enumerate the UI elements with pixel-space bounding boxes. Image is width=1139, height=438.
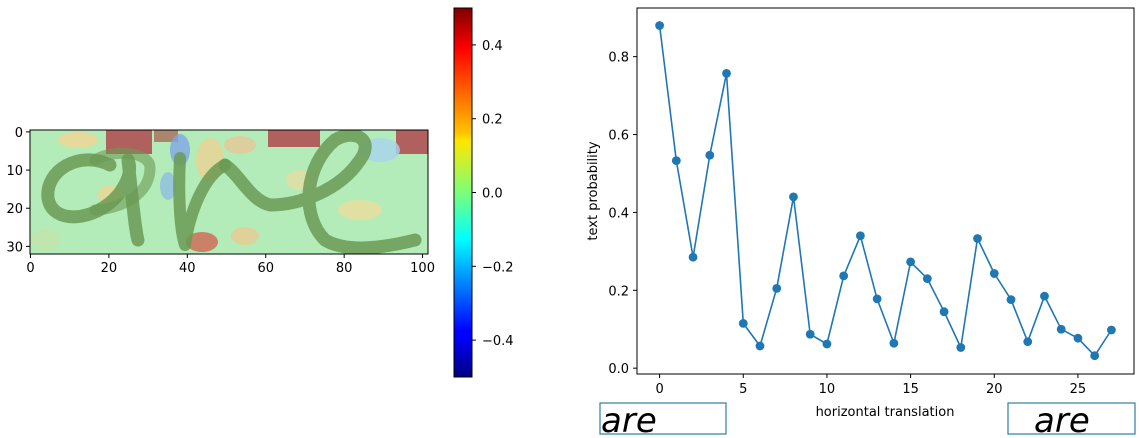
data-point <box>705 150 715 160</box>
line-chart-frame <box>636 7 1135 375</box>
data-point <box>956 343 966 352</box>
heatmap-frame <box>29 129 429 255</box>
data-point <box>1107 325 1116 335</box>
colorbar: 0.4 0.2 0.0 −0.2 −0.4 <box>453 7 514 378</box>
line-chart-x-tick-label: 10 <box>819 382 836 397</box>
colorbar-tick-label: 0.4 <box>482 39 503 54</box>
heatmap-y-tick-label: 30 <box>6 240 23 255</box>
line-chart-y-tick-label: 0.4 <box>608 206 629 221</box>
line-chart-y-tick-label: 0.6 <box>608 129 629 144</box>
line-chart-x-tick-label: 15 <box>902 382 919 397</box>
colorbar-ticks: 0.4 0.2 0.0 −0.2 −0.4 <box>472 39 514 349</box>
colorbar-tick-label: 0.2 <box>482 113 503 128</box>
heatmap-y-tick-label: 20 <box>6 202 23 217</box>
line-chart-x-tick-label: 0 <box>655 382 663 397</box>
thumbnail-right: are <box>1007 401 1136 438</box>
heatmap-y-tick-label: 0 <box>15 126 23 141</box>
thumbnail-left-word: are <box>601 401 657 438</box>
data-point <box>772 283 782 293</box>
data-point <box>1023 337 1033 347</box>
data-point <box>1006 295 1016 305</box>
line-chart-y-tick-label: 0.2 <box>608 284 629 299</box>
data-point <box>922 274 932 284</box>
colorbar-tick-label: 0.0 <box>482 187 503 202</box>
heatmap-x-tick-label: 40 <box>179 261 196 276</box>
heatmap-x-axis: 0 20 40 60 80 100 <box>26 254 435 276</box>
data-point <box>939 307 949 317</box>
line-chart-series <box>658 25 1113 357</box>
thumbnail-right-frame <box>1007 402 1136 435</box>
data-point <box>789 192 798 202</box>
colorbar-gradient <box>453 7 473 378</box>
thumbnail-left: are <box>599 401 727 438</box>
heatmap-y-tick-label: 10 <box>6 164 23 179</box>
data-point <box>889 338 899 348</box>
data-point <box>805 329 815 339</box>
line-chart-y-tick-label: 0.0 <box>608 362 629 377</box>
heatmap-x-tick-label: 80 <box>336 261 353 276</box>
heatmap-x-tick-label: 0 <box>26 261 34 276</box>
data-point <box>855 231 865 241</box>
line-chart-y-tick-label: 0.8 <box>608 51 629 66</box>
thumbnail-right-word: are <box>1034 401 1090 438</box>
data-point <box>1040 291 1049 301</box>
line-chart-x-tick-label: 25 <box>1070 382 1087 397</box>
data-point <box>738 318 748 328</box>
line-chart-x-tick-label: 20 <box>986 382 1003 397</box>
handwriting-overlay <box>41 130 422 254</box>
data-point <box>1073 333 1083 343</box>
data-point <box>906 257 916 267</box>
x-axis-title: horizontal translation <box>816 405 955 420</box>
colorbar-tick-label: −0.4 <box>482 334 514 349</box>
colorbar-tick-label: −0.2 <box>482 260 514 275</box>
heatmap-saliency-blobs <box>31 130 428 252</box>
line-chart-panel: 0 5 10 15 20 25 0.0 0.2 0.4 0.6 0.8 horizontal tr… <box>586 7 1136 438</box>
heatmap-x-tick-label: 20 <box>101 261 118 276</box>
data-point <box>655 21 664 30</box>
data-point <box>755 341 765 351</box>
data-point <box>973 234 982 243</box>
line-chart-x-tick-label: 5 <box>739 382 747 397</box>
series-line <box>658 25 1113 357</box>
line-chart-points <box>655 21 1116 361</box>
thumbnail-left-frame <box>599 402 727 435</box>
data-point <box>1090 351 1100 361</box>
heatmap-panel: 0 20 40 60 80 100 0 10 20 30 0.4 0.2 0.0 −0.2 −0.4 <box>6 7 514 378</box>
data-point <box>688 252 698 262</box>
heatmap-x-tick-label: 60 <box>257 261 274 276</box>
data-point <box>839 271 849 281</box>
data-point <box>822 339 832 349</box>
heatmap-x-tick-label: 100 <box>410 261 435 276</box>
heatmap-image <box>30 130 428 254</box>
heatmap-y-axis: 0 10 20 30 <box>6 126 30 255</box>
data-point <box>671 156 681 166</box>
line-chart-x-axis: 0 5 10 15 20 25 <box>655 374 1086 397</box>
line-chart-y-axis: 0.0 0.2 0.4 0.6 0.8 <box>608 51 637 377</box>
y-axis-title: text probability <box>586 141 601 240</box>
data-point <box>1056 324 1066 334</box>
data-point <box>989 269 999 278</box>
data-point <box>722 69 731 78</box>
data-point <box>872 294 882 304</box>
